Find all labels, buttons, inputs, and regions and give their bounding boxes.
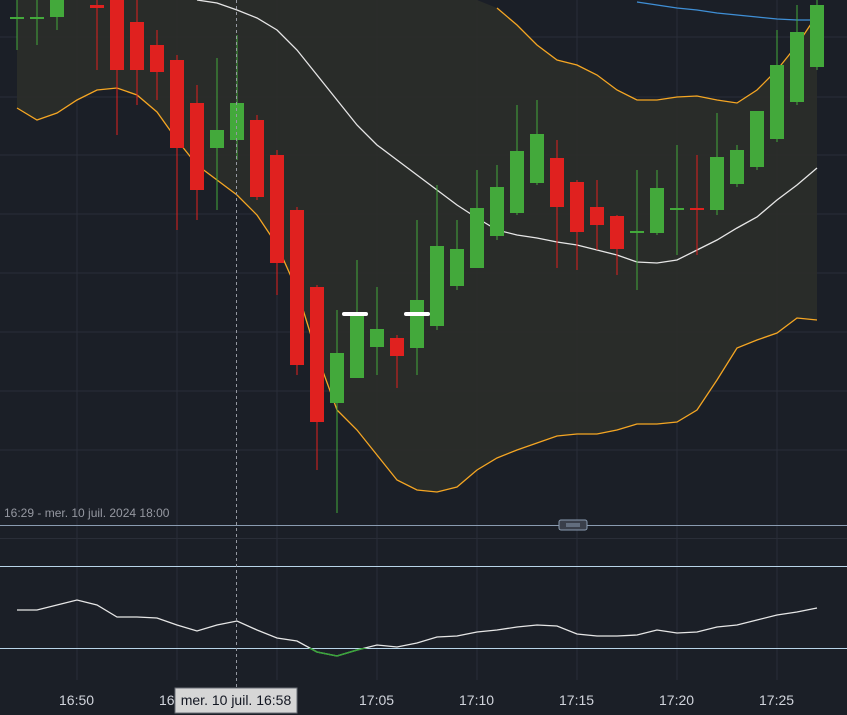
candle-body bbox=[650, 188, 664, 233]
x-tick-label: 16:50 bbox=[59, 692, 94, 708]
indicator-line bbox=[16, 87, 818, 493]
candle-body bbox=[430, 246, 444, 326]
candle-body bbox=[110, 0, 124, 70]
candle-body bbox=[390, 338, 404, 356]
candle-body bbox=[410, 300, 424, 348]
candle-body bbox=[290, 210, 304, 365]
crosshair-tooltip bbox=[174, 687, 298, 714]
candle-body bbox=[690, 208, 704, 210]
x-tick-label: 17:20 bbox=[659, 692, 694, 708]
candle-body bbox=[30, 17, 44, 19]
candle-body bbox=[550, 158, 564, 207]
x-tick-label: 17:15 bbox=[559, 692, 594, 708]
oscillator-pane bbox=[0, 566, 847, 657]
candle-body bbox=[510, 151, 524, 213]
candle-body bbox=[330, 353, 344, 403]
candle-body bbox=[750, 111, 764, 167]
candle-body bbox=[790, 32, 804, 102]
pane-resize-handle[interactable] bbox=[558, 519, 588, 531]
range-label: 16:29 - mer. 10 juil. 2024 18:00 bbox=[4, 506, 170, 520]
candle-body bbox=[310, 287, 324, 422]
candle-body bbox=[210, 130, 224, 148]
indicator-line bbox=[496, 7, 818, 104]
candle-body bbox=[130, 22, 144, 70]
main-pane bbox=[10, 0, 824, 513]
candle-body bbox=[470, 208, 484, 268]
candle-body bbox=[770, 65, 784, 139]
candle-body bbox=[10, 17, 24, 19]
candle-body bbox=[590, 207, 604, 225]
oscillator-line bbox=[17, 599, 818, 657]
candle-body bbox=[50, 0, 64, 17]
indicator-line bbox=[636, 1, 817, 21]
candle-body bbox=[630, 231, 644, 233]
candle-body bbox=[250, 120, 264, 197]
candle-body bbox=[570, 182, 584, 232]
candle-body bbox=[270, 155, 284, 263]
candle-body bbox=[450, 249, 464, 286]
x-tick-label: 17:10 bbox=[459, 692, 494, 708]
x-tick-label: 17:05 bbox=[359, 692, 394, 708]
candle-body bbox=[350, 315, 364, 378]
candle-body bbox=[610, 216, 624, 249]
candle-body bbox=[370, 329, 384, 347]
candle-body bbox=[90, 5, 104, 8]
candle-body bbox=[490, 187, 504, 236]
candle-body bbox=[170, 60, 184, 148]
time-axis: 16:50 16 17:05 17:10 17:15 17:20 17:25 bbox=[59, 692, 794, 708]
candle-body bbox=[530, 134, 544, 183]
candle-body bbox=[150, 45, 164, 72]
candle-body bbox=[810, 5, 824, 67]
x-tick-label: 17:25 bbox=[759, 692, 794, 708]
indicator-line bbox=[196, 0, 818, 264]
candle-body bbox=[670, 208, 684, 210]
candle-body bbox=[710, 157, 724, 210]
candle-body bbox=[190, 103, 204, 190]
candle-body bbox=[730, 150, 744, 184]
crosshair-time: mer. 10 juil. 16:58 bbox=[181, 692, 292, 708]
x-tick-label: 16 bbox=[159, 692, 175, 708]
